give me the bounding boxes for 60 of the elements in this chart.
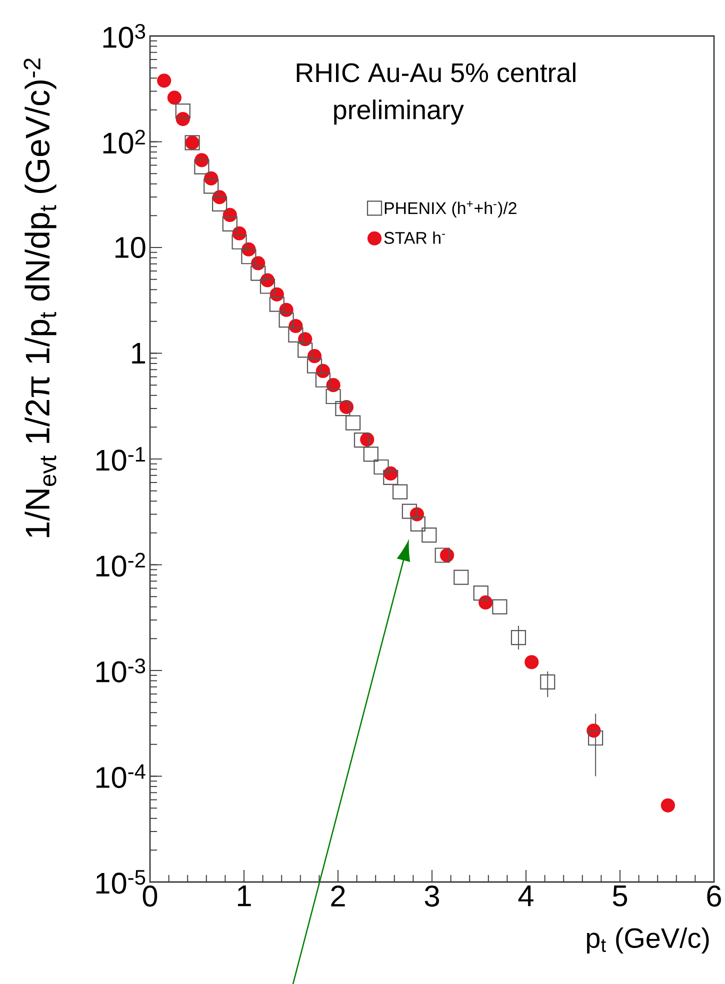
point [434, 548, 450, 563]
x-tick-label: 1 [238, 886, 251, 906]
point [363, 446, 378, 462]
point [212, 196, 228, 212]
point [454, 570, 469, 585]
point [175, 104, 190, 119]
y-tick-label: 1 [132, 342, 146, 364]
point [422, 527, 437, 543]
point [288, 327, 304, 342]
legend-label: PHENIX (h$^{+}$+h$^{-}$)/2 [384, 200, 516, 218]
point [269, 296, 284, 312]
point [335, 400, 350, 416]
point [383, 470, 398, 485]
point [315, 372, 331, 388]
point [298, 342, 313, 358]
x-tick-label: 2 [331, 886, 345, 906]
point [473, 586, 488, 601]
y-tick-label: 10$^{-2}$ [96, 552, 145, 577]
point [540, 674, 556, 690]
y-axis-title: 1/N$_{evt}$ 1/2π 1/p$_{t}$ dN/dp$_{t}$ (GeV/c)$^{-2}$ [24, 58, 56, 538]
point [194, 159, 210, 174]
y-tick-label: 10$^{-3}$ [96, 658, 146, 682]
point [392, 484, 408, 500]
point [402, 504, 417, 519]
point [167, 90, 182, 105]
point [278, 312, 294, 328]
point [354, 432, 370, 448]
x-tick-label: 4 [518, 886, 534, 906]
x-tick-label: 0 [142, 886, 158, 907]
x-axis-title: p$_{t}$ (GeV/c) [586, 928, 709, 954]
point [232, 234, 247, 250]
y-tick-label: 10$^{-1}$ [96, 447, 145, 471]
y-tick-label: 10 [116, 236, 146, 258]
point [222, 216, 238, 232]
point [660, 798, 675, 812]
point [510, 630, 526, 646]
point [492, 599, 508, 614]
point [374, 459, 389, 475]
annotation: preliminary [334, 100, 464, 125]
point [524, 655, 539, 670]
annotation: RHIC Au-Au 5% central [296, 62, 576, 82]
point [250, 266, 266, 281]
y-tick-label: 10$^{-4}$ [96, 764, 146, 788]
x-tick-label: 3 [424, 886, 439, 907]
point [157, 74, 172, 88]
x-tick-label: 6 [707, 886, 721, 907]
point [410, 516, 426, 532]
point [588, 730, 604, 746]
point [478, 595, 493, 610]
legend-label: STAR h$^{-}$ [384, 232, 445, 244]
x-tick-label: 5 [612, 886, 628, 906]
y-tick-label: 10$^{3}$ [103, 24, 146, 48]
point [241, 249, 256, 264]
y-tick-label: 10$^{2}$ [103, 130, 145, 154]
point [326, 388, 341, 404]
point [345, 415, 361, 430]
point [306, 358, 322, 374]
point [260, 278, 276, 294]
point [204, 178, 219, 194]
point [176, 112, 190, 126]
